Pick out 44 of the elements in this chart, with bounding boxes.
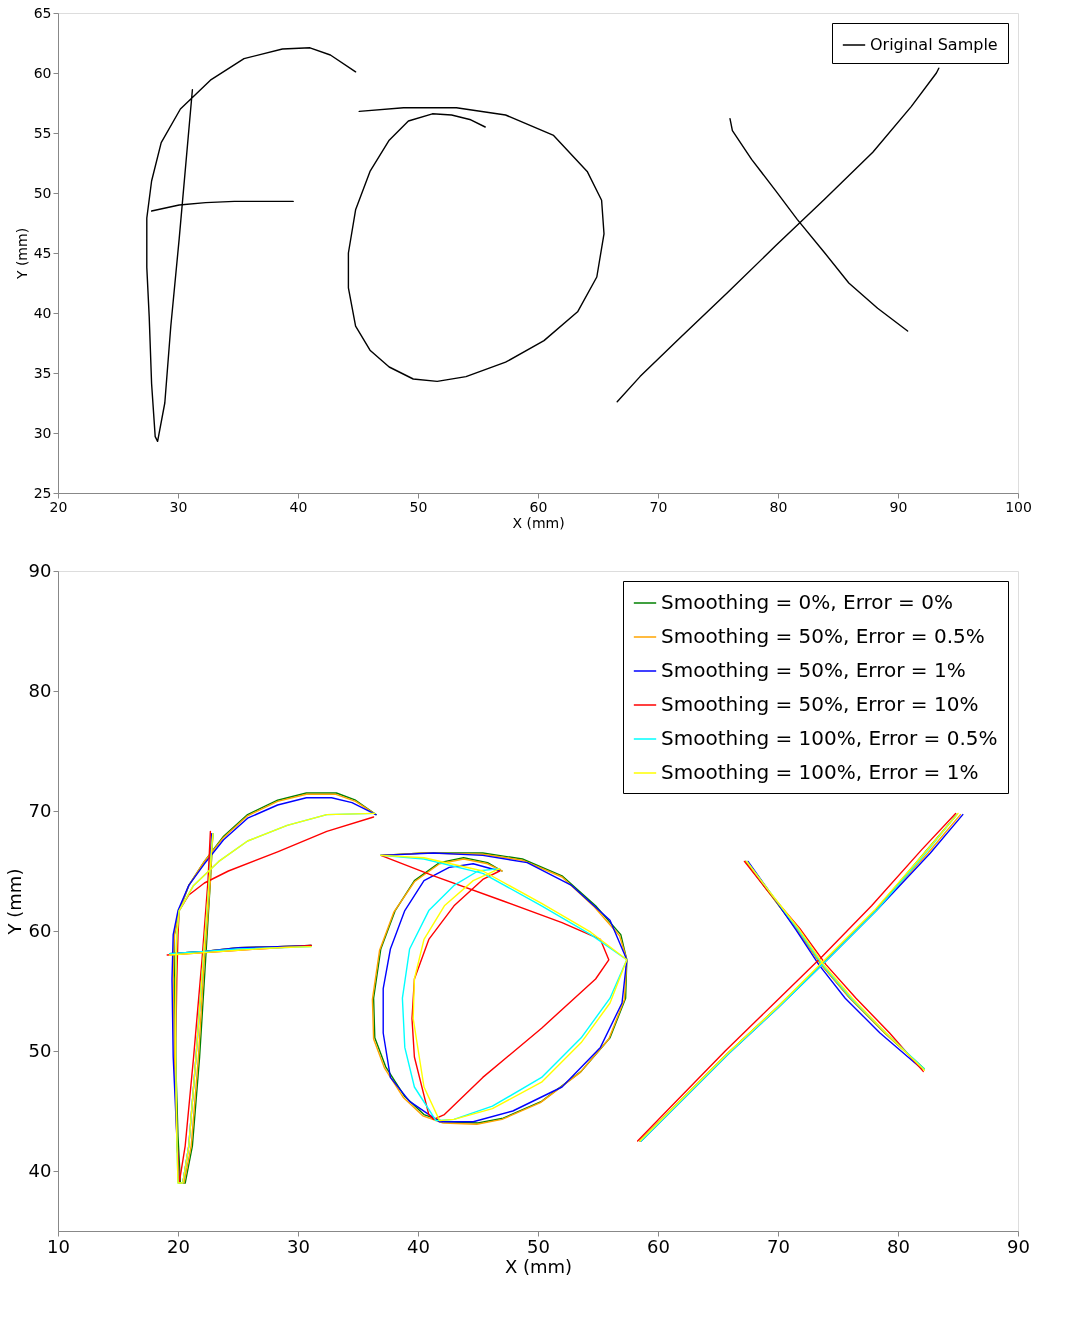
x-tick-label: 90 bbox=[889, 498, 908, 515]
x-tick-label: 60 bbox=[647, 1235, 670, 1257]
x-tick-label: 100 bbox=[1005, 498, 1032, 515]
y-tick-label: 70 bbox=[28, 799, 52, 821]
y-tick-label: 60 bbox=[33, 64, 52, 81]
legend-label: Original Sample bbox=[870, 35, 998, 54]
y-tick-label: 40 bbox=[28, 1159, 52, 1181]
x-tick-label: 70 bbox=[649, 498, 668, 515]
x-tick-label: 20 bbox=[167, 1235, 190, 1257]
y-tick-label: 55 bbox=[33, 124, 52, 141]
x-tick-label: 80 bbox=[769, 498, 788, 515]
x-tick-label: 10 bbox=[47, 1235, 70, 1257]
y-axis-title: Y (mm) bbox=[3, 868, 25, 936]
y-tick-label: 80 bbox=[28, 679, 52, 701]
x-tick-label: 50 bbox=[409, 498, 428, 515]
y-tick-label: 60 bbox=[28, 919, 52, 941]
y-tick-label: 45 bbox=[33, 244, 52, 261]
y-tick-label: 30 bbox=[33, 424, 52, 441]
y-tick-label: 50 bbox=[33, 184, 52, 201]
x-tick-label: 50 bbox=[527, 1235, 550, 1257]
x-tick-label: 60 bbox=[529, 498, 548, 515]
legend-label: Smoothing = 50%, Error = 0.5% bbox=[661, 624, 985, 648]
x-tick-label: 90 bbox=[1007, 1235, 1030, 1257]
x-axis-title: X (mm) bbox=[504, 1255, 573, 1277]
legend-label: Smoothing = 100%, Error = 0.5% bbox=[661, 726, 998, 750]
legend-label: Smoothing = 50%, Error = 10% bbox=[661, 692, 979, 716]
x-tick-label: 70 bbox=[767, 1235, 790, 1257]
x-tick-label: 40 bbox=[289, 498, 308, 515]
y-tick-label: 25 bbox=[33, 484, 52, 501]
y-axis-title: Y (mm) bbox=[13, 227, 30, 281]
y-tick-label: 50 bbox=[28, 1039, 52, 1061]
y-tick-label: 40 bbox=[33, 304, 52, 321]
legend-label: Smoothing = 50%, Error = 1% bbox=[661, 658, 966, 682]
legend-label: Smoothing = 100%, Error = 1% bbox=[661, 760, 979, 784]
legend-label: Smoothing = 0%, Error = 0% bbox=[661, 590, 953, 614]
y-tick-label: 65 bbox=[33, 4, 52, 21]
x-tick-label: 20 bbox=[49, 498, 68, 515]
y-tick-label: 35 bbox=[33, 364, 52, 381]
x-axis-title: X (mm) bbox=[512, 514, 565, 531]
y-tick-label: 90 bbox=[28, 559, 52, 581]
x-tick-label: 30 bbox=[169, 498, 188, 515]
x-tick-label: 30 bbox=[287, 1235, 310, 1257]
x-tick-label: 80 bbox=[887, 1235, 910, 1257]
x-tick-label: 40 bbox=[407, 1235, 430, 1257]
